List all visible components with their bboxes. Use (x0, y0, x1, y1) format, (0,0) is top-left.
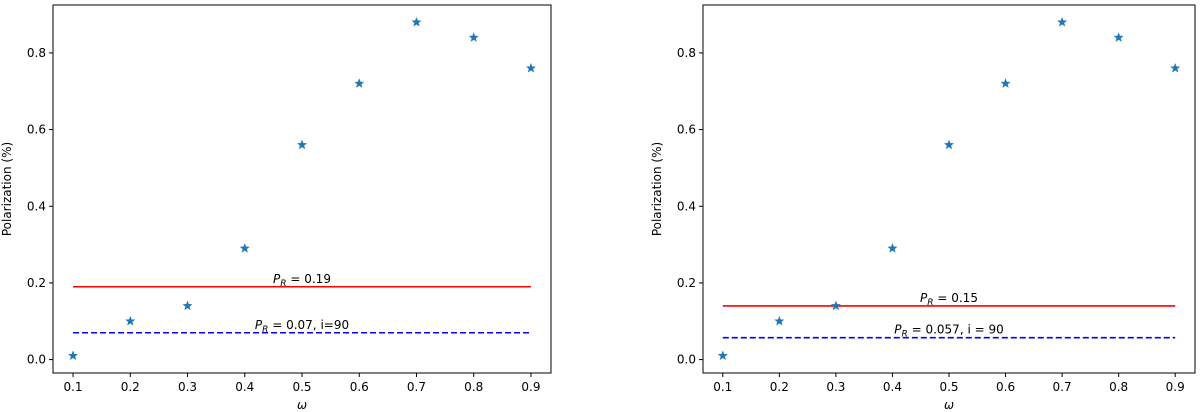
chart-panel-2: 0.1 0.2 0.3 0.4 0.5 0.6 0.7 0.8 0.9 0.0 0.2 0.4 0.6 0… (650, 4, 1196, 412)
y-tick-label: 0.2 (27, 276, 46, 290)
data-point (887, 243, 898, 253)
label-sub: R (927, 298, 933, 308)
plot-frame (702, 4, 1196, 374)
x-tick-label: 0.6 (996, 380, 1015, 394)
y-axis-label: Polarization (%) (0, 142, 14, 236)
reference-line-label: PR = 0.15 (920, 291, 978, 308)
data-point (296, 139, 308, 150)
label-rest: = 0.19 (287, 272, 331, 286)
y-tick-label: 0.4 (27, 199, 46, 213)
x-tick-label: 0.3 (178, 380, 197, 394)
x-tick-label: 0.8 (1109, 380, 1128, 394)
y-tick-label: 0.0 (677, 353, 696, 367)
data-point (774, 315, 785, 326)
data-point (1056, 16, 1068, 27)
x-tick-label: 0.5 (939, 380, 958, 394)
chart-panel-1: 0.1 0.2 0.3 0.4 0.5 0.6 0.7 0.8 0.9 0.0 0.2 0.4 0.6 0… (0, 4, 552, 412)
y-tick-label: 0.2 (677, 276, 696, 290)
label-main: P (273, 272, 281, 286)
data-point (943, 139, 955, 150)
data-point (1113, 32, 1124, 42)
x-tick-label: 0.8 (464, 380, 483, 394)
label-sub: R (262, 325, 268, 335)
data-point (354, 78, 365, 88)
data-point (411, 16, 422, 27)
data-point (525, 62, 537, 73)
x-tick-label: 0.2 (121, 380, 140, 394)
y-tick-label: 0.0 (27, 353, 46, 367)
y-tick-label: 0.8 (677, 46, 696, 60)
y-tick-label: 0.6 (677, 123, 696, 137)
data-point (468, 32, 479, 42)
x-tick-label: 0.7 (1053, 380, 1072, 394)
x-tick-label: 0.4 (235, 380, 254, 394)
label-rest: = 0.057, i = 90 (908, 323, 1004, 337)
x-tick-label: 0.4 (883, 380, 902, 394)
data-point (1170, 62, 1181, 73)
x-tick-label: 0.6 (350, 380, 369, 394)
data-point (67, 350, 79, 361)
label-main: P (255, 318, 263, 332)
label-main: P (894, 323, 902, 337)
data-point (239, 243, 250, 253)
data-point (830, 300, 842, 311)
reference-line-label: PR = 0.07, i=90 (255, 318, 349, 335)
data-point (125, 315, 136, 326)
data-point (717, 350, 728, 361)
y-tick-label: 0.8 (27, 46, 46, 60)
x-tick-label: 0.1 (713, 380, 732, 394)
label-rest: = 0.07, i=90 (268, 318, 349, 332)
x-tick-label: 0.9 (521, 380, 540, 394)
label-rest: = 0.15 (934, 291, 978, 305)
reference-line-label: PR = 0.19 (273, 272, 331, 289)
x-tick-label: 0.2 (770, 380, 789, 394)
y-axis-label: Polarization (%) (650, 142, 664, 236)
x-axis-label: ω (297, 398, 307, 412)
x-axis-label: ω (944, 398, 954, 412)
x-tick-label: 0.5 (292, 380, 311, 394)
y-tick-label: 0.6 (27, 123, 46, 137)
data-point (1000, 78, 1011, 88)
label-main: P (920, 291, 928, 305)
y-tick-label: 0.4 (677, 199, 696, 213)
label-sub: R (280, 279, 286, 289)
label-sub: R (902, 330, 908, 340)
reference-line-label: PR = 0.057, i = 90 (894, 323, 1003, 340)
x-tick-label: 0.1 (63, 380, 82, 394)
x-tick-label: 0.3 (826, 380, 845, 394)
x-tick-label: 0.7 (407, 380, 426, 394)
data-point (182, 300, 193, 311)
x-tick-label: 0.9 (1166, 380, 1185, 394)
